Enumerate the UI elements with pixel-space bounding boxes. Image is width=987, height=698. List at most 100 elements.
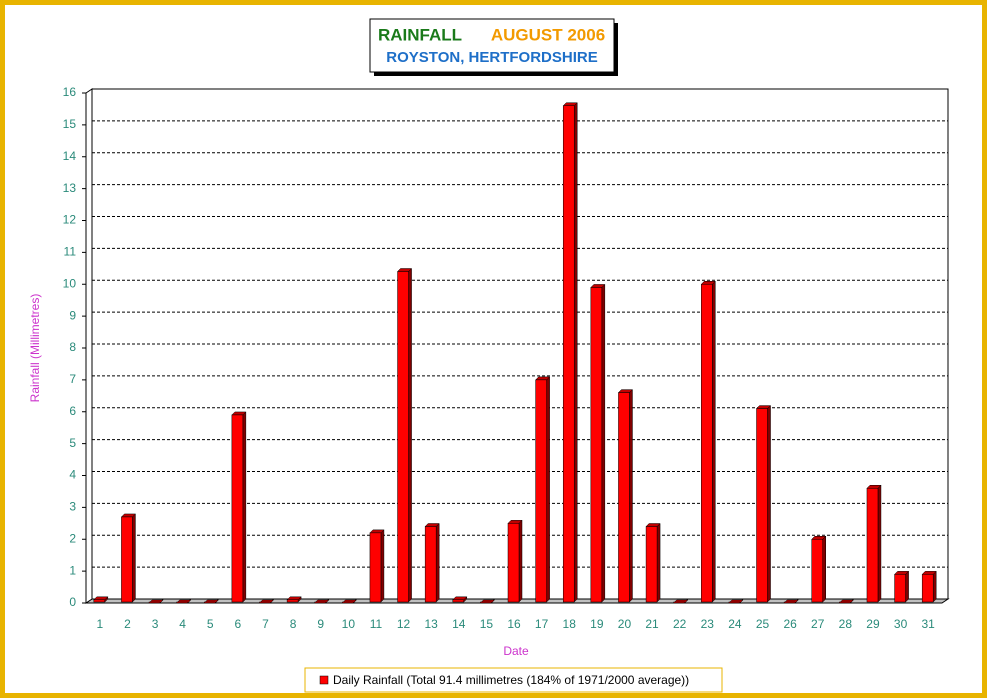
x-tick-label: 8: [290, 617, 297, 631]
x-tick-label: 13: [424, 617, 438, 631]
x-tick-label: 10: [342, 617, 356, 631]
bar-side: [601, 283, 606, 603]
bar-side: [822, 535, 826, 603]
bar: [811, 539, 823, 603]
x-tick-label: 29: [866, 617, 880, 631]
x-tick-label: 11: [370, 617, 383, 631]
x-tick-label: 18: [563, 617, 577, 631]
x-tick-label: 4: [179, 617, 186, 631]
x-tick-label: 6: [235, 617, 242, 631]
y-tick-label: 4: [69, 468, 76, 482]
x-tick-label: 23: [701, 617, 715, 631]
bar: [204, 601, 216, 604]
bar: [866, 488, 879, 603]
bar: [424, 526, 437, 603]
x-tick-label: 5: [207, 617, 214, 631]
y-tick-label: 3: [69, 500, 76, 514]
y-tick-label: 13: [63, 181, 77, 195]
chart-title: RAINFALL: [378, 25, 462, 44]
bar: [397, 271, 409, 603]
x-tick-label: 16: [507, 617, 521, 631]
y-tick-label: 7: [69, 372, 76, 386]
bar: [645, 526, 658, 603]
chart-title-period: AUGUST 2006: [491, 25, 605, 44]
bar-side: [132, 513, 136, 603]
x-tick-label: 27: [811, 617, 825, 631]
bar: [93, 599, 106, 603]
bar-side: [712, 280, 716, 603]
bar-side: [242, 411, 247, 603]
x-tick-label: 19: [590, 617, 604, 631]
x-tick-label: 2: [124, 617, 131, 631]
y-tick-label: 12: [63, 213, 77, 227]
x-tick-label: 22: [673, 617, 687, 631]
bar: [673, 601, 685, 604]
bar-side: [380, 529, 385, 603]
bar-side: [518, 519, 523, 603]
x-tick-label: 25: [756, 617, 770, 631]
y-tick-label: 2: [69, 531, 76, 545]
legend-swatch: [319, 675, 329, 685]
x-tick-label: 9: [317, 617, 324, 631]
y-axis-label: Rainfall (Millimetres): [28, 294, 42, 403]
y-tick-label: 16: [63, 85, 77, 99]
y-tick-label: 8: [69, 340, 76, 354]
y-tick-label: 9: [69, 308, 76, 322]
y-tick-label: 5: [69, 436, 76, 450]
bar: [480, 601, 492, 604]
bar: [921, 574, 934, 603]
bar: [535, 379, 547, 603]
bar: [369, 532, 382, 603]
x-tick-label: 14: [452, 617, 466, 631]
x-tick-label: 28: [839, 617, 853, 631]
x-tick-label: 20: [618, 617, 632, 631]
bar: [259, 601, 271, 604]
x-tick-label: 26: [783, 617, 797, 631]
y-tick-label: 14: [63, 149, 77, 163]
bar: [148, 601, 161, 604]
bar: [562, 105, 575, 603]
bar: [314, 601, 326, 604]
side-wall: [85, 88, 93, 604]
y-tick-label: 10: [63, 276, 77, 290]
bar-side: [905, 570, 909, 603]
bar-side: [629, 389, 633, 603]
bar: [507, 523, 520, 603]
bar: [590, 287, 603, 603]
bar: [839, 601, 851, 604]
x-tick-label: 24: [728, 617, 742, 631]
bar: [728, 601, 741, 604]
title-box: [369, 18, 615, 73]
legend-box: [304, 667, 723, 693]
bar-side: [767, 404, 771, 603]
bar: [756, 408, 768, 603]
x-tick-label: 17: [535, 617, 549, 631]
x-tick-label: 3: [152, 617, 159, 631]
bar: [231, 414, 244, 603]
chart-subtitle: ROYSTON, HERTFORDSHIRE: [386, 49, 597, 66]
bar: [286, 599, 299, 603]
y-tick-label: 1: [69, 563, 76, 577]
bar-side: [573, 102, 578, 603]
x-tick-label: 15: [480, 617, 494, 631]
y-tick-label: 6: [69, 404, 76, 418]
bar-side: [877, 484, 882, 603]
bar-side: [408, 267, 412, 603]
x-tick-label: 1: [96, 617, 103, 631]
bar: [783, 601, 796, 604]
x-axis-label: Date: [503, 644, 529, 658]
x-tick-label: 7: [262, 617, 269, 631]
bar-side: [435, 522, 440, 603]
bar: [701, 284, 713, 603]
bar-side: [546, 376, 550, 603]
bar: [342, 601, 354, 604]
bar-side: [656, 522, 661, 603]
bar: [452, 599, 465, 603]
legend-label: Daily Rainfall (Total 91.4 millimetres (…: [333, 673, 689, 687]
bar: [121, 516, 133, 603]
y-tick-label: 11: [64, 245, 77, 259]
x-tick-label: 21: [645, 617, 659, 631]
bar: [894, 574, 906, 603]
x-tick-label: 12: [397, 617, 411, 631]
bar-side: [932, 570, 937, 603]
